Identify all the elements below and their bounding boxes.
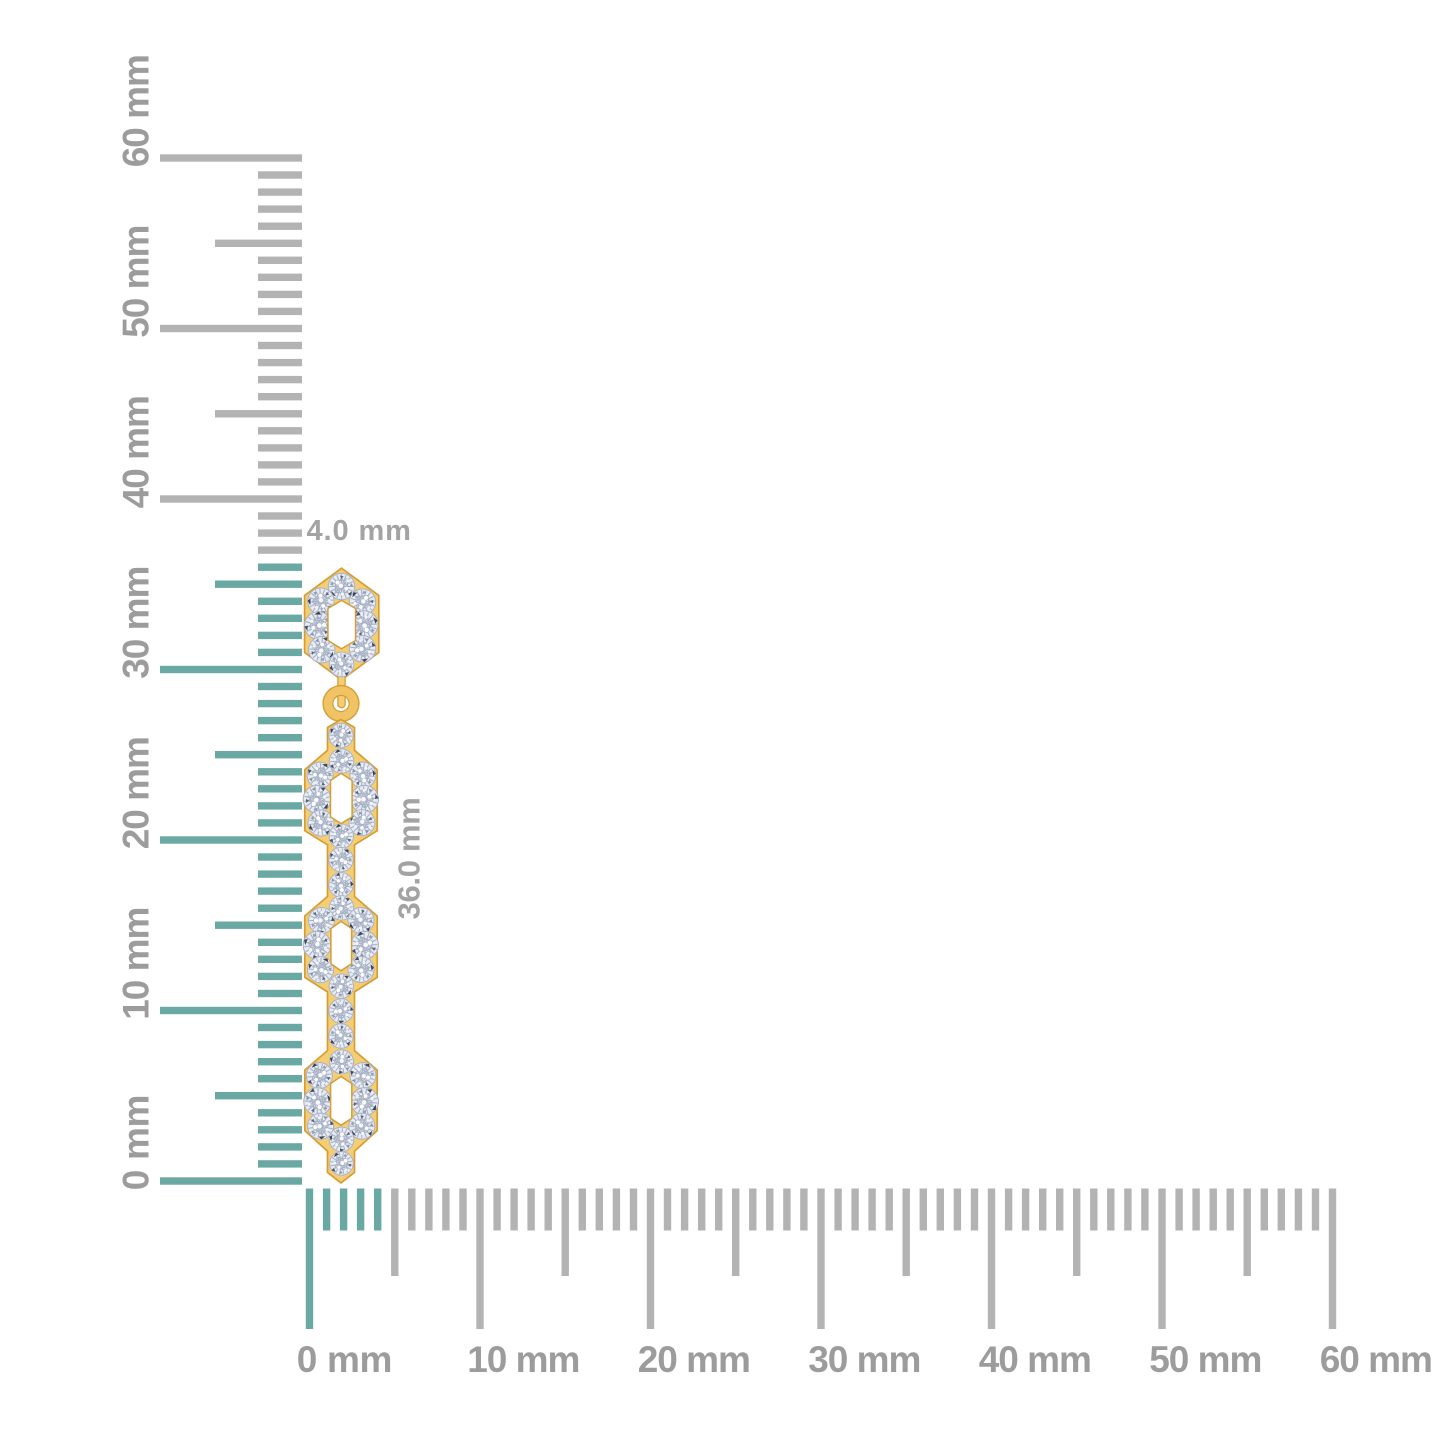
svg-text:10 mm: 10 mm bbox=[467, 1339, 579, 1380]
svg-text:60 mm: 60 mm bbox=[116, 55, 157, 167]
svg-text:40 mm: 40 mm bbox=[116, 396, 157, 508]
svg-text:10 mm: 10 mm bbox=[116, 908, 157, 1020]
svg-text:30 mm: 30 mm bbox=[116, 567, 157, 679]
svg-text:0 mm: 0 mm bbox=[116, 1095, 157, 1190]
svg-text:60 mm: 60 mm bbox=[1320, 1339, 1432, 1380]
svg-text:20 mm: 20 mm bbox=[638, 1339, 750, 1380]
svg-text:50 mm: 50 mm bbox=[116, 226, 157, 338]
svg-text:0 mm: 0 mm bbox=[297, 1339, 392, 1380]
svg-text:36.0 mm: 36.0 mm bbox=[392, 798, 427, 920]
svg-text:50 mm: 50 mm bbox=[1149, 1339, 1261, 1380]
svg-text:20 mm: 20 mm bbox=[116, 737, 157, 849]
svg-text:4.0 mm: 4.0 mm bbox=[307, 515, 412, 547]
svg-text:40 mm: 40 mm bbox=[979, 1339, 1091, 1380]
svg-text:30 mm: 30 mm bbox=[808, 1339, 920, 1380]
